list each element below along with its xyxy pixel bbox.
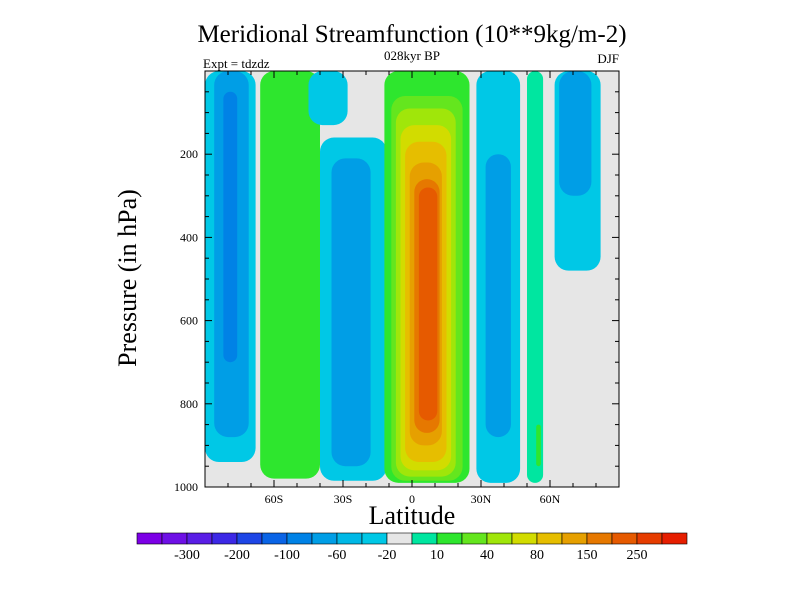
colorbar-swatch [611,532,638,545]
y-tick-label: 1000 [174,480,198,494]
colorbar-swatch [136,532,163,545]
colorbar-label: -20 [378,548,397,563]
hadley-cell-core [418,187,438,421]
sh-subpolar-cell [308,71,348,126]
colorbar-swatch [236,532,263,545]
x-tick-label: 0 [409,492,415,506]
colorbar-swatch [186,532,213,545]
y-tick-label: 200 [180,147,198,161]
y-tick-label: 600 [180,314,198,328]
colorbar-label: -100 [274,548,300,563]
colorbar-swatch [411,532,438,545]
chart-subtitle: 028kyr BP [384,48,440,63]
x-tick-label: 30S [334,492,353,506]
x-axis-label: Latitude [369,501,456,530]
nh-subtropical-core-cell [485,154,511,438]
chart-title: Meridional Streamfunction (10**9kg/m-2) [197,21,626,48]
season-label: DJF [597,51,619,66]
sh-ferrel-outer-cell [260,71,320,479]
y-axis-label: Pressure (in hPa) [113,189,142,367]
colorbar-label: 10 [430,548,444,563]
colorbar-label: -60 [328,548,347,563]
colorbar-swatch [161,532,188,545]
colorbar-swatch [536,532,563,545]
colorbar-swatch [436,532,463,545]
colorbar-swatch [361,532,388,545]
experiment-label: Expt = tdzdz [203,56,270,71]
colorbar-label: 40 [480,548,494,563]
colorbar-swatch [261,532,288,545]
nh-ferrel-core-cell [536,424,541,467]
colorbar-swatch [511,532,538,545]
colorbar-swatch [336,532,363,545]
colorbar-label: 80 [530,548,544,563]
colorbar-swatch [386,532,413,545]
colorbar-swatch [661,532,688,545]
colorbar-swatch [586,532,613,545]
nh-ferrel-outer-cell [527,71,544,483]
x-tick-label: 60S [265,492,284,506]
colorbar-swatch [636,532,663,545]
y-tick-label: 800 [180,397,198,411]
colorbar-swatch [561,532,588,545]
colorbar-label: -300 [174,548,200,563]
sh-subtropical-core-cell [331,158,371,467]
colorbar-label: 150 [577,548,598,563]
nh-polar-core-cell [559,71,592,196]
x-tick-label: 30N [471,492,492,506]
colorbar-swatch [486,532,513,545]
sh-polar-core-cell [223,91,238,363]
colorbar-swatch [461,532,488,545]
colorbar-swatch [211,532,238,545]
colorbar-swatch [311,532,338,545]
colorbar-label: 250 [627,548,648,563]
y-tick-label: 400 [180,230,198,244]
x-tick-label: 60N [540,492,561,506]
colorbar-swatch [286,532,313,545]
colorbar-label: -200 [224,548,250,563]
